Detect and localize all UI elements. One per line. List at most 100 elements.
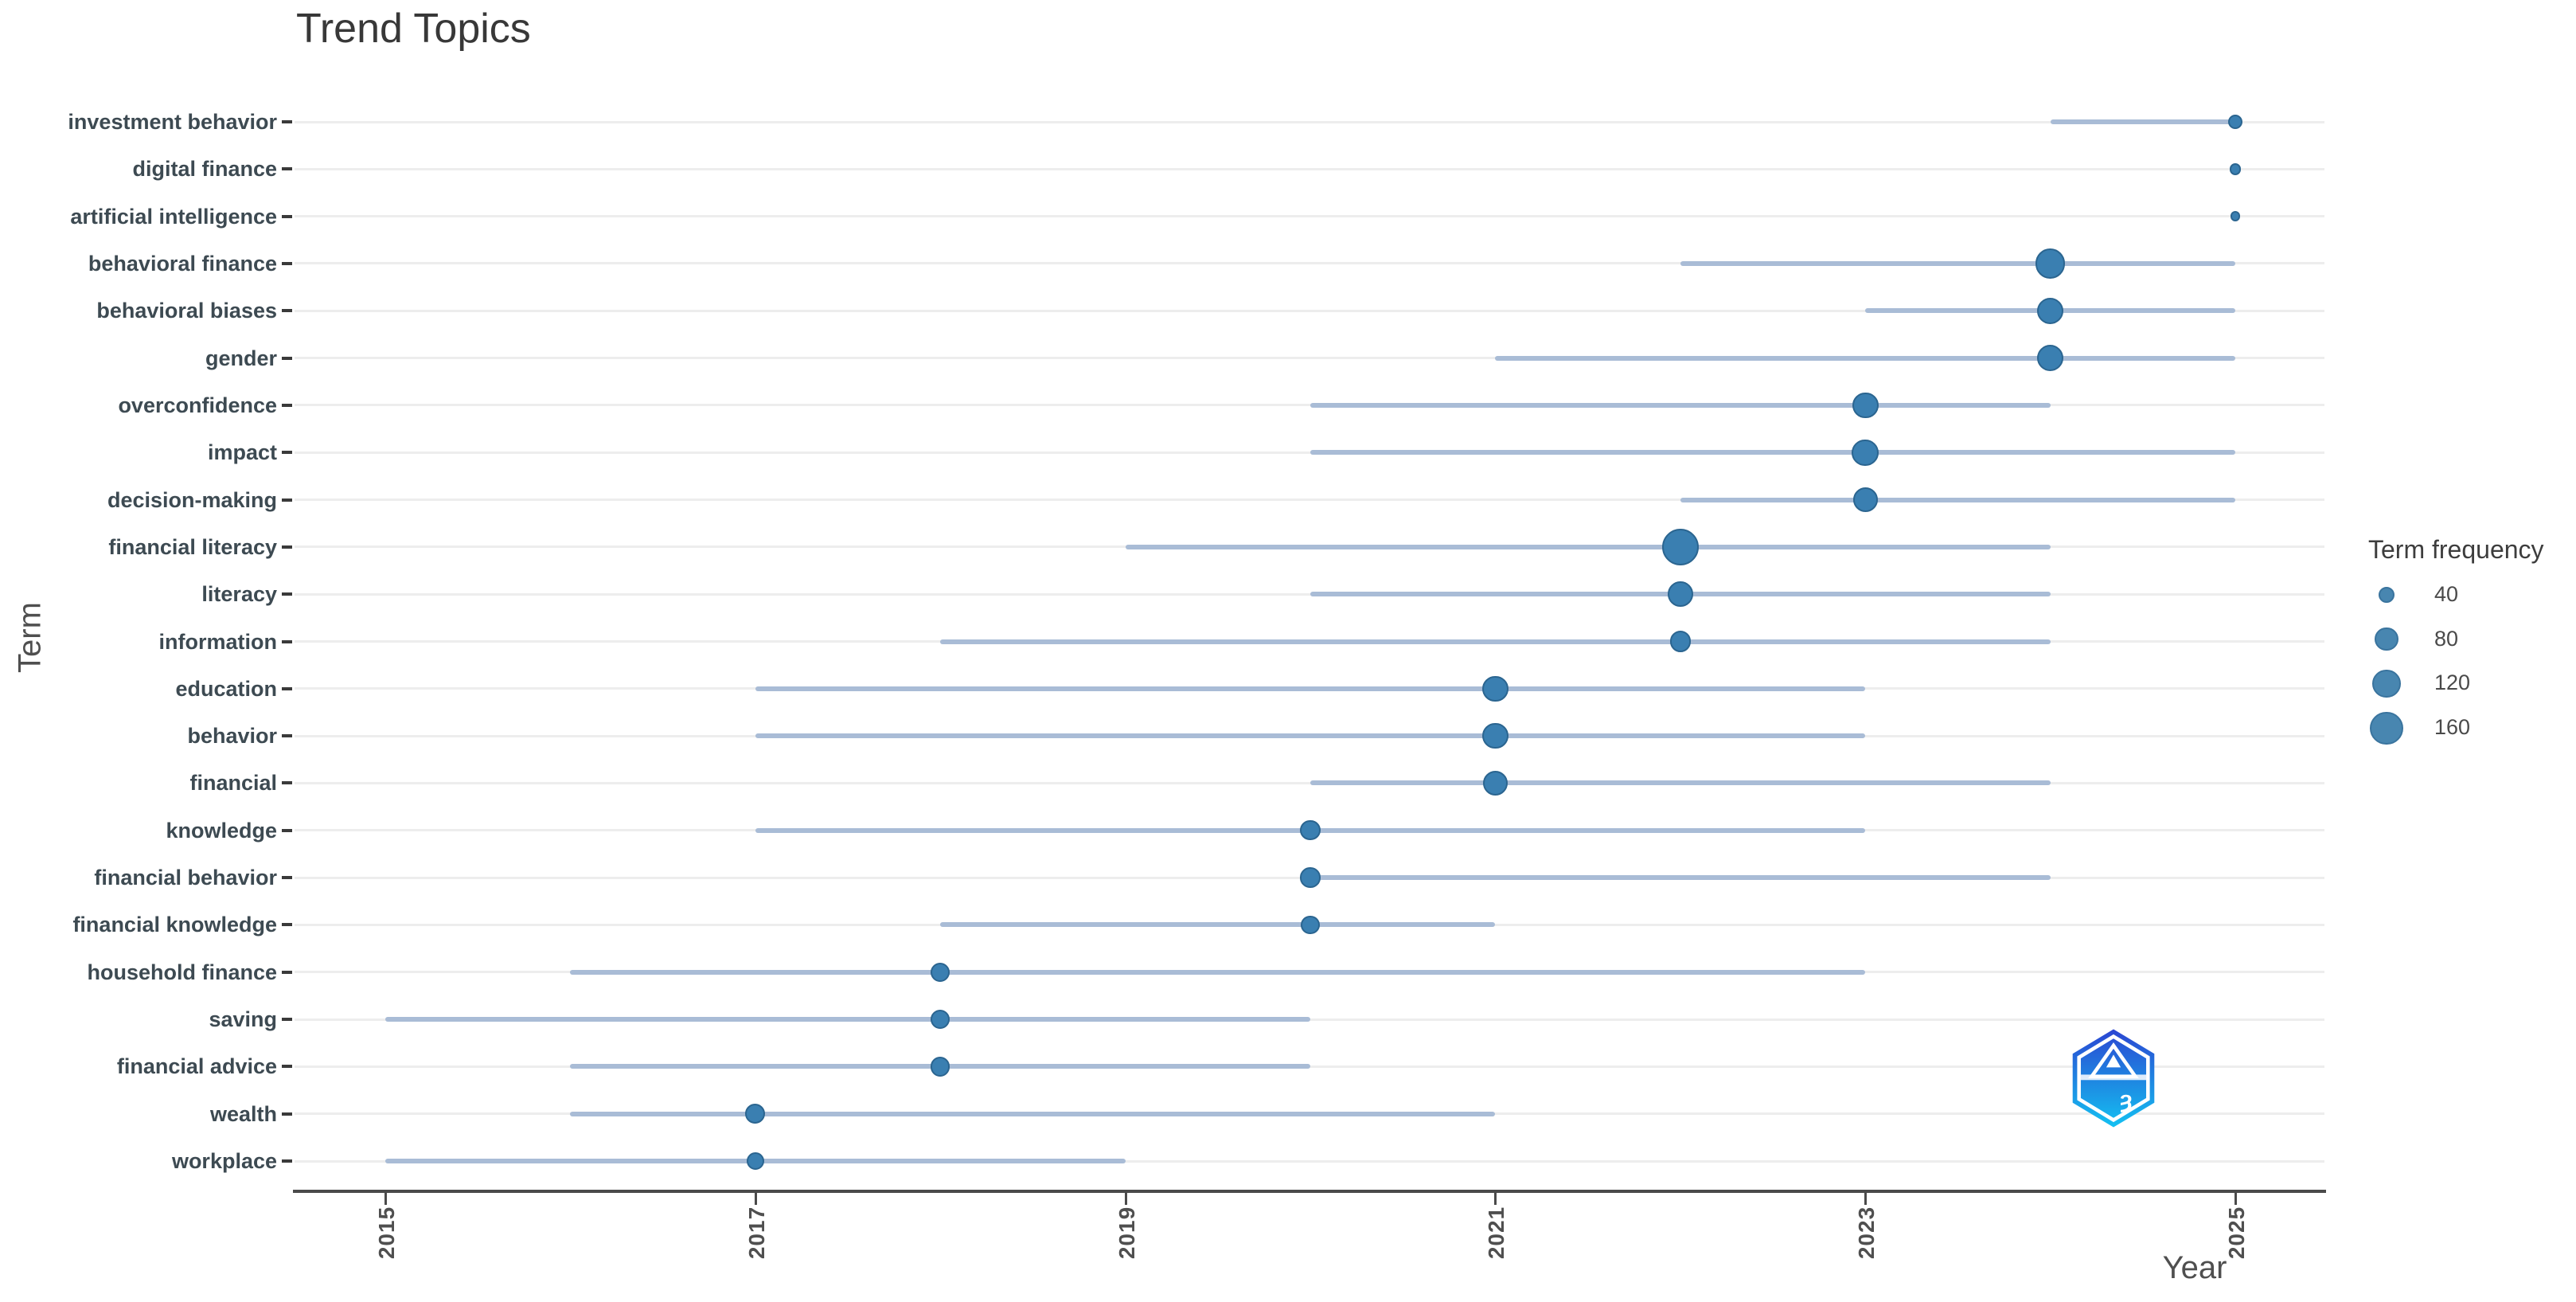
term-year-range-line	[755, 733, 1866, 739]
term-label: information	[158, 629, 278, 654]
term-year-range-line	[385, 1017, 1310, 1022]
term-frequency-dot	[1482, 770, 1508, 796]
term-frequency-dot	[931, 1057, 950, 1077]
x-axis-tick-label: 2023	[1854, 1206, 1879, 1260]
term-year-range-line	[1680, 260, 2235, 266]
chart-title: Trend Topics	[296, 6, 531, 52]
row-gridline	[295, 451, 2324, 454]
logo-arrow	[2106, 1054, 2121, 1068]
term-label: financial knowledge	[72, 913, 277, 937]
legend-size-label: 80	[2434, 626, 2459, 651]
term-label: financial literacy	[108, 534, 277, 559]
term-label: behavior	[187, 724, 277, 749]
term-label: digital finance	[132, 157, 277, 182]
term-frequency-dot	[931, 962, 950, 982]
y-axis-tick	[282, 1159, 292, 1163]
x-axis-tick	[754, 1193, 757, 1205]
y-axis-title: Term	[12, 602, 48, 673]
row-gridline	[295, 781, 2324, 784]
y-axis-tick	[282, 639, 292, 643]
term-frequency-dot	[1852, 439, 1879, 466]
row-gridline	[295, 404, 2324, 407]
term-frequency-dot	[2229, 162, 2242, 175]
row-gridline	[295, 120, 2324, 123]
term-label: workplace	[171, 1149, 277, 1174]
term-label: household finance	[87, 960, 277, 984]
term-frequency-dot	[2230, 211, 2241, 222]
term-year-range-line	[2050, 119, 2235, 124]
legend-size-circle	[2370, 711, 2403, 745]
y-axis-tick	[282, 923, 292, 927]
legend-size-circle	[2372, 669, 2401, 698]
y-axis-tick	[282, 734, 292, 738]
row-gridline	[295, 262, 2324, 265]
row-gridline	[295, 215, 2324, 218]
logo-glyph: ȝ	[2120, 1086, 2132, 1112]
y-axis-tick	[282, 120, 292, 123]
term-label: overconfidence	[118, 393, 277, 417]
term-year-range-line	[1495, 355, 2235, 361]
term-label: investment behavior	[68, 110, 277, 134]
term-frequency-dot	[1300, 820, 1321, 841]
term-frequency-dot	[1661, 528, 1699, 565]
term-frequency-dot	[1482, 675, 1509, 702]
y-axis-tick	[282, 686, 292, 690]
term-year-range-line	[1680, 497, 2235, 502]
y-axis-tick	[282, 356, 292, 360]
y-axis-tick	[282, 309, 292, 313]
term-label: decision-making	[107, 487, 277, 512]
term-year-range-line	[1125, 544, 2051, 549]
term-frequency-dot	[2227, 114, 2242, 129]
y-axis-tick	[282, 261, 292, 265]
row-gridline	[295, 592, 2324, 596]
term-label: behavioral biases	[96, 299, 277, 323]
row-gridline	[295, 357, 2324, 360]
term-year-range-line	[570, 969, 1866, 975]
term-label: behavioral finance	[88, 251, 277, 276]
row-gridline	[295, 167, 2324, 170]
term-frequency-dot	[745, 1104, 766, 1124]
term-frequency-dot	[2036, 297, 2064, 324]
term-label: education	[175, 676, 277, 701]
term-frequency-dot	[931, 1009, 950, 1030]
x-axis-tick	[1494, 1193, 1497, 1205]
y-axis-tick	[282, 828, 292, 832]
legend-size-circle	[2375, 628, 2398, 651]
legend-size-label: 160	[2434, 715, 2471, 740]
term-label: literacy	[201, 582, 277, 607]
term-label: saving	[209, 1007, 277, 1032]
term-year-range-line	[940, 922, 1496, 928]
y-axis-tick	[282, 876, 292, 880]
x-axis-tick-label: 2015	[374, 1206, 399, 1260]
term-year-range-line	[1310, 402, 2051, 408]
x-axis-title: Year	[2162, 1250, 2227, 1285]
row-gridline	[295, 309, 2324, 312]
legend-size-label: 120	[2434, 671, 2471, 695]
x-axis-line	[293, 1190, 2326, 1193]
term-frequency-dot	[1852, 392, 1879, 419]
x-axis-tick	[384, 1193, 387, 1205]
y-axis-tick	[282, 545, 292, 549]
row-gridline	[295, 499, 2324, 502]
term-frequency-dot	[1667, 581, 1693, 608]
term-label: financial behavior	[94, 866, 277, 890]
term-frequency-dot	[746, 1152, 764, 1171]
y-axis-tick	[282, 451, 292, 455]
term-label: impact	[207, 440, 277, 465]
logo-band	[2080, 1074, 2147, 1081]
term-label: financial advice	[116, 1054, 277, 1079]
y-axis-tick	[282, 1065, 292, 1069]
term-frequency-dot	[1301, 915, 1320, 935]
term-label: gender	[205, 346, 277, 370]
x-axis-tick-label: 2025	[2224, 1206, 2249, 1260]
term-label: financial	[189, 771, 277, 796]
x-axis-tick	[1864, 1193, 1868, 1205]
term-label: knowledge	[166, 818, 277, 843]
y-axis-tick	[282, 498, 292, 502]
y-axis-tick	[282, 403, 292, 407]
term-frequency-dot	[1300, 867, 1321, 888]
y-axis-tick	[282, 1112, 292, 1116]
y-axis-tick	[282, 1018, 292, 1022]
y-axis-tick	[282, 592, 292, 596]
